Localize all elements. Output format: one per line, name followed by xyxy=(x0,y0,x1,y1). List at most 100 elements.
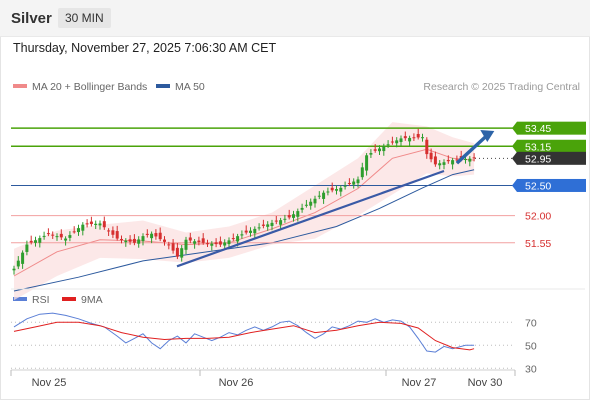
candle-body xyxy=(128,239,132,242)
legend-9ma-swatch xyxy=(62,297,76,302)
rsi-level-label-70: 70 xyxy=(525,317,537,329)
x-tick-label-0: Nov 25 xyxy=(32,377,67,389)
candle-body xyxy=(124,240,128,243)
forecast-arrow-shaft xyxy=(455,135,487,165)
candle-body xyxy=(322,192,326,199)
candle-body xyxy=(218,241,222,245)
candle-body xyxy=(89,221,93,225)
candle-body xyxy=(154,233,158,237)
copyright-text: Research © 2025 Trading Central xyxy=(423,81,580,93)
forecast-arrow-head xyxy=(480,129,495,142)
level-tag-arrow-53-45 xyxy=(512,121,517,135)
candle-body xyxy=(223,242,227,246)
candle-body xyxy=(317,195,321,197)
legend-ma20-label: MA 20 + Bollinger Bands xyxy=(32,81,148,93)
candle-body xyxy=(21,252,25,264)
candle-body xyxy=(309,201,313,206)
candle-body xyxy=(292,214,295,218)
level-tag-53-45 xyxy=(517,121,586,135)
level-tag-arrow-52-95 xyxy=(512,151,517,165)
candle-body xyxy=(300,207,304,210)
candle-body xyxy=(214,242,218,245)
candle-body xyxy=(378,148,381,152)
candle-body xyxy=(77,228,80,233)
candle-body xyxy=(236,236,240,242)
level-tag-52-95 xyxy=(517,151,586,165)
candle-body xyxy=(25,244,29,252)
level-label-53-15: 53.15 xyxy=(525,141,551,153)
candle-body xyxy=(111,230,115,235)
candle-body xyxy=(16,260,20,267)
candle-body xyxy=(446,159,450,162)
bollinger-band xyxy=(14,122,475,301)
candle-body xyxy=(455,159,459,161)
candle-body xyxy=(382,146,386,152)
candle-body xyxy=(386,144,390,146)
level-tag-52-50 xyxy=(517,178,586,192)
ma50-line xyxy=(13,169,475,292)
candle-body xyxy=(137,239,141,244)
candle-body xyxy=(180,248,184,258)
candle-body xyxy=(429,152,433,160)
candle-body xyxy=(253,228,257,234)
candle-body xyxy=(141,236,145,242)
candle-body xyxy=(451,160,455,165)
candle-body xyxy=(433,156,437,165)
timeframe-badge[interactable]: 30 MIN xyxy=(58,8,111,28)
chart-header: Silver 30 MIN xyxy=(0,0,590,37)
level-label-53-45: 53.45 xyxy=(525,123,551,135)
candle-body xyxy=(442,162,446,165)
candle-body xyxy=(42,235,46,237)
candle-body xyxy=(365,155,369,171)
legend-9ma-label: 9MA xyxy=(81,294,103,306)
rsi-line xyxy=(13,312,475,353)
candle-body xyxy=(72,231,76,233)
candle-body xyxy=(438,163,442,166)
candle-body xyxy=(266,224,270,227)
candle-body xyxy=(85,223,89,225)
candle-body xyxy=(468,158,472,162)
candle-body xyxy=(201,238,205,243)
symbol-name: Silver xyxy=(11,10,52,27)
candle-body xyxy=(472,157,476,159)
candle-body xyxy=(283,218,287,220)
level-label-51-55: 51.55 xyxy=(525,238,551,250)
candle-body xyxy=(304,204,308,206)
candle-body xyxy=(184,239,188,250)
candle-body xyxy=(270,222,274,226)
candle-body xyxy=(373,149,377,151)
level-tag-53-15 xyxy=(517,139,586,153)
x-tick-label-3: Nov 30 xyxy=(468,377,503,389)
candle-body xyxy=(425,139,429,155)
candle-body xyxy=(132,238,136,243)
candle-body xyxy=(395,140,399,144)
legend-ma20-swatch xyxy=(13,84,27,89)
candle-body xyxy=(64,238,68,241)
candle-body xyxy=(29,240,33,243)
candle-body xyxy=(158,232,162,240)
candle-body xyxy=(408,137,412,142)
candle-body xyxy=(210,243,214,246)
rsi-level-label-30: 30 xyxy=(525,363,537,375)
candle-body xyxy=(240,234,244,236)
candle-body xyxy=(249,230,252,233)
candle-body xyxy=(55,236,59,238)
candle-body xyxy=(412,137,416,139)
candle-body xyxy=(115,231,119,239)
candle-body xyxy=(343,185,347,187)
candle-body xyxy=(326,191,330,193)
candle-body xyxy=(98,223,102,226)
candle-body xyxy=(399,138,403,142)
candle-body xyxy=(167,244,171,246)
candle-body xyxy=(94,223,98,226)
level-label-52-50: 52.50 xyxy=(525,180,551,192)
candle-body xyxy=(347,182,351,184)
candle-body xyxy=(193,241,197,244)
candle-body xyxy=(38,238,42,243)
candle-body xyxy=(360,167,364,178)
candle-body xyxy=(81,224,85,231)
candle-body xyxy=(390,141,394,143)
candle-body xyxy=(51,234,55,236)
legend-rsi-label: RSI xyxy=(32,294,50,306)
